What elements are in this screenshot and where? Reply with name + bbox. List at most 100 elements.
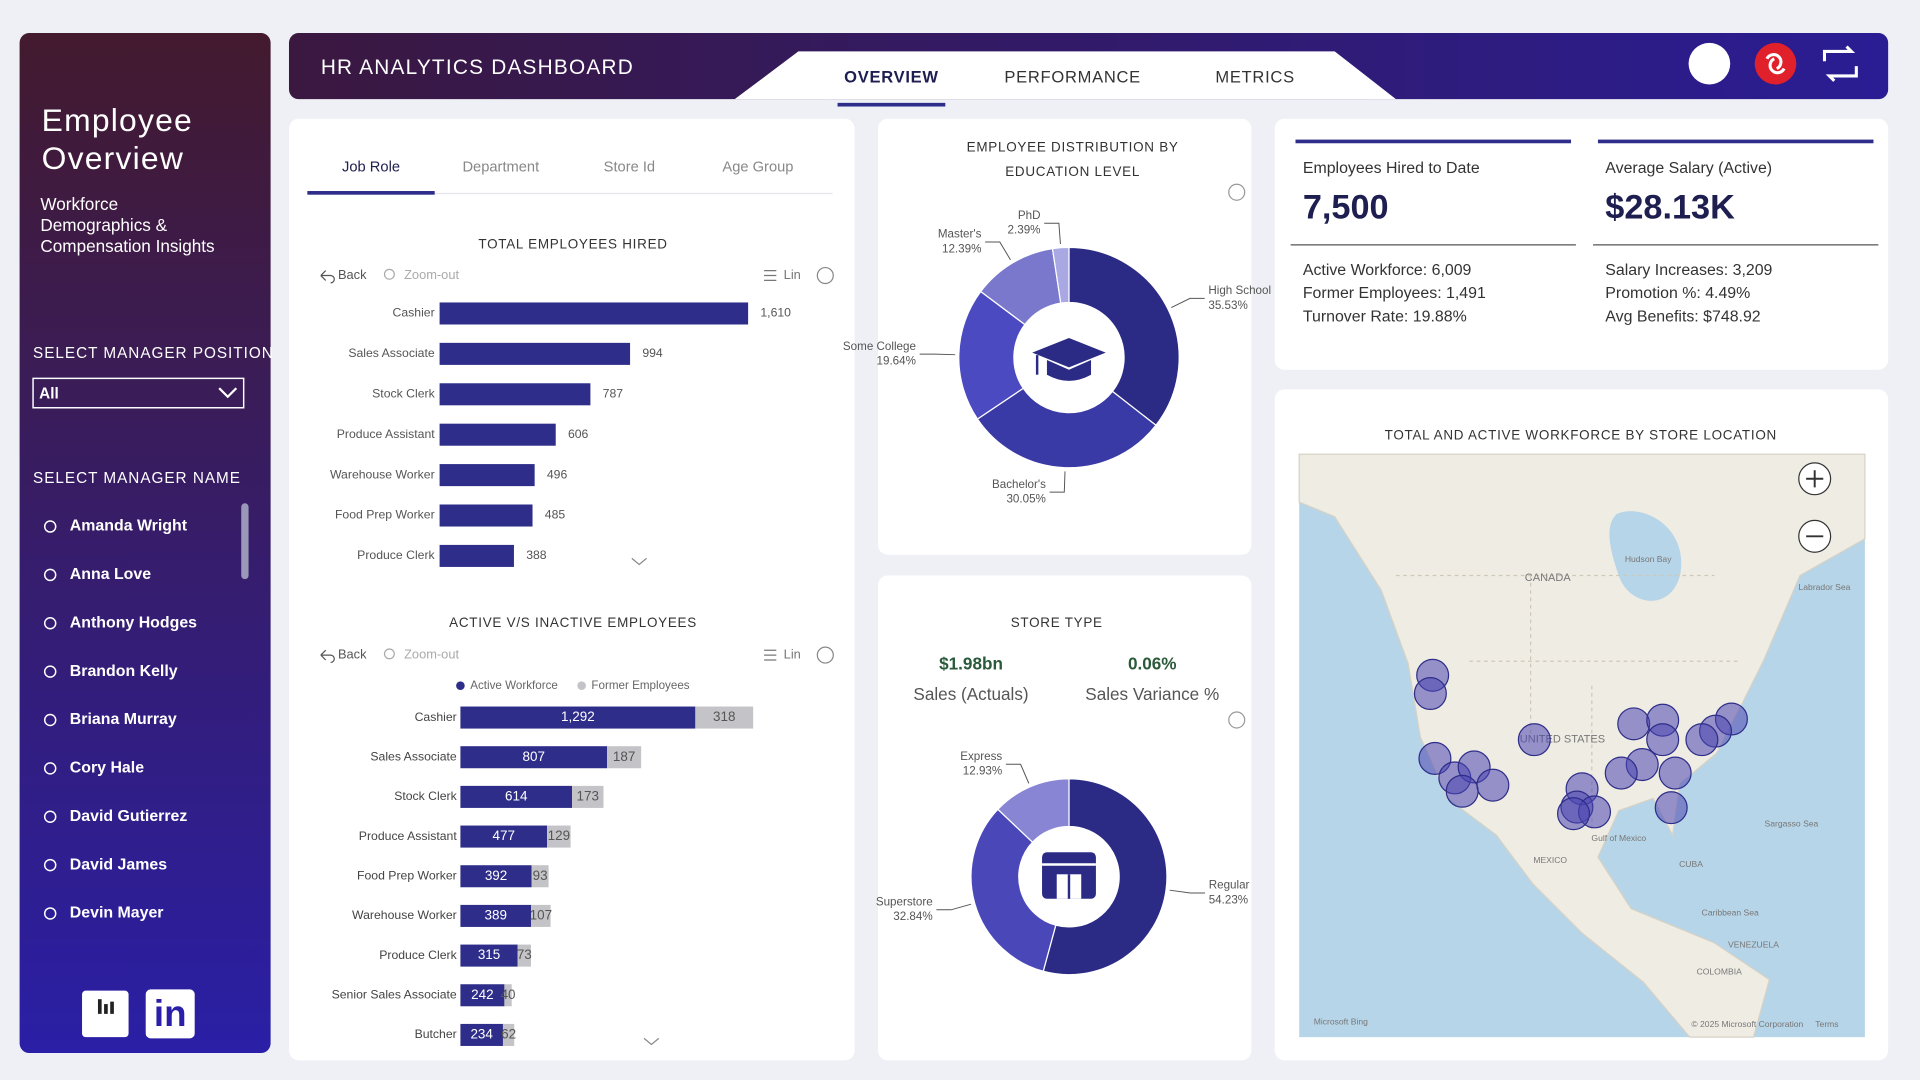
chevron[interactable] [631,557,647,566]
help-icon[interactable] [1228,183,1246,201]
donut-slice [1051,246,1070,304]
dropdown[interactable] [32,377,245,409]
kpi-value: $1.98bn [939,653,1003,673]
panel [288,118,855,1061]
category-label: Sales Associate [348,346,435,360]
category-label: Sales Associate [370,749,457,763]
radio-button[interactable] [43,665,57,678]
bar-segment [504,984,512,1007]
zoom-button[interactable]: Zoom-out [404,646,459,661]
manager-option[interactable]: Cory Hale [70,760,144,777]
bar-segment [517,944,531,967]
manager-option[interactable]: Brandon Kelly [70,663,178,680]
chevron[interactable] [643,1037,660,1046]
category-label: Stock Clerk [394,789,457,803]
slice-label: Superstore [876,896,933,909]
manager-option[interactable]: Amanda Wright [70,518,188,535]
manager-option[interactable]: Devin Mayer [70,905,164,922]
active-filter-indicator [307,191,435,195]
donut-slice [997,778,1070,844]
lin-button[interactable]: Lin [784,267,801,282]
map-bubble[interactable] [1556,797,1591,831]
data-label: 496 [547,467,568,481]
map-bubble[interactable] [1517,723,1551,757]
lin-button[interactable]: Lin [784,646,801,661]
map-label: Microsoft Bing [1314,1017,1368,1027]
bar-segment [460,865,532,888]
bar-segment [547,825,571,848]
help-icon[interactable] [1228,711,1246,729]
icon-button[interactable] [1754,42,1797,85]
map-bubble[interactable] [1413,676,1447,711]
refresh-button[interactable] [1822,45,1858,82]
filter-tab[interactable]: Job Role [342,160,400,176]
nav-tab[interactable]: OVERVIEW [844,68,939,87]
kpi-detail: Salary Increases: 3,209 [1605,262,1772,279]
icon [1032,337,1106,368]
nav-tab[interactable]: METRICS [1215,68,1294,87]
map-bubble[interactable] [1418,741,1452,775]
back-button[interactable]: Back [338,267,367,282]
icon-button[interactable] [1688,42,1731,85]
map-bubble[interactable] [1604,756,1638,790]
zoom-icon [383,648,395,660]
map-bubble[interactable] [1658,756,1692,790]
map-bubble[interactable] [1646,723,1680,757]
manager-option[interactable]: David Gutierrez [70,808,188,825]
linkedin-logo: in [154,993,187,1034]
tab-strip [734,51,1396,100]
radio-button[interactable] [43,810,57,823]
radio-button[interactable] [43,713,57,727]
map-label: Labrador Sea [1799,582,1851,592]
radio-button[interactable] [43,520,57,533]
radio-button[interactable] [43,858,57,872]
nav-tab[interactable]: PERFORMANCE [1004,68,1141,87]
map-label: Sargasso Sea [1765,818,1819,828]
chart-title: STORE TYPE [1011,615,1103,630]
filter-tab[interactable]: Store Id [604,160,655,176]
map-land [1298,453,1866,1038]
zoom-button[interactable]: Zoom-out [404,267,459,282]
radio-button[interactable] [43,762,57,775]
slice-value: 12.93% [963,765,1002,778]
radio-button[interactable] [43,907,57,920]
manager-option[interactable]: Anna Love [70,566,151,583]
data-label: 173 [577,788,599,803]
sidebar-title: Employee [42,102,193,138]
linkedin-button[interactable] [145,989,195,1039]
map-bubble[interactable] [1445,774,1479,808]
back-icon[interactable] [320,270,335,284]
help-icon[interactable] [816,266,834,285]
data-label: 606 [568,427,589,441]
icon [1806,470,1824,488]
chart-title: EMPLOYEE DISTRIBUTION BY [967,140,1179,155]
radio-button[interactable] [43,568,57,582]
help-icon[interactable] [816,646,834,664]
filter-tab[interactable]: Age Group [722,160,793,176]
bar [439,544,514,567]
leader-line [1044,222,1061,245]
back-icon[interactable] [320,649,335,664]
map-bubble[interactable] [1654,791,1688,825]
manager-option[interactable]: Briana Murray [70,711,177,728]
map-bubble[interactable] [1617,707,1651,741]
back-button[interactable]: Back [338,646,367,661]
category-label: Cashier [415,710,457,724]
data-label: 392 [485,868,507,883]
leader-line [1049,471,1066,493]
map-bubble[interactable] [1476,768,1510,802]
category-label: Warehouse Worker [352,908,457,922]
manager-option[interactable]: David James [70,856,167,873]
donut-slice [958,290,1026,420]
manager-option[interactable]: Anthony Hodges [70,614,197,631]
map-label: Hudson Bay [1625,554,1672,564]
kpi-label: Sales Variance % [1085,684,1219,704]
map-bubble[interactable] [1685,723,1719,757]
filter-tab[interactable]: Department [462,160,539,176]
donut-slice [1068,246,1180,427]
dashboard-title: HR ANALYTICS DASHBOARD [321,56,634,79]
radio-button[interactable] [43,617,57,630]
bar-segment [572,785,604,808]
map-label: COLOMBIA [1697,967,1742,977]
